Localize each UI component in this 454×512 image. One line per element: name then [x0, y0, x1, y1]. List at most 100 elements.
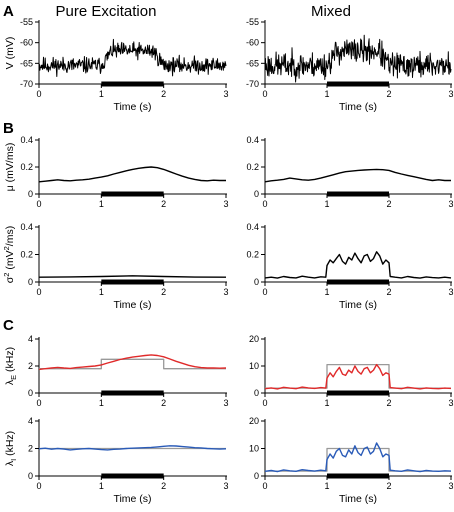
y-tick-label-4: 4 — [28, 334, 33, 344]
x-tick-label-0: 0 — [262, 89, 267, 99]
y-tick-label-0.2: 0.2 — [20, 250, 33, 260]
x-tick-label-0: 0 — [36, 398, 41, 408]
panel-letter-c: C — [3, 317, 14, 334]
x-tick-label-2: 2 — [161, 287, 166, 297]
y-tick-label-0.4: 0.4 — [246, 135, 259, 145]
x-tick-label-3: 3 — [223, 481, 228, 491]
x-tick-label-3: 3 — [223, 199, 228, 209]
x-tick-label-1: 1 — [99, 481, 104, 491]
y-tick-label-10: 10 — [249, 361, 259, 371]
x-axis-title: Time (s) — [339, 299, 377, 311]
panel-letter-a: A — [3, 3, 14, 20]
y-axis-title: σ2 (mV2/ms) — [2, 226, 16, 283]
x-tick-label-2: 2 — [161, 199, 166, 209]
y-axis-title: λE (kHz) — [4, 347, 18, 385]
y-tick-label-0: 0 — [28, 471, 33, 481]
y-tick-label-0: 0 — [254, 471, 259, 481]
stimulus-bar — [101, 191, 164, 197]
x-tick-label-0: 0 — [262, 481, 267, 491]
series-line-1 — [38, 445, 227, 451]
x-tick-label-3: 3 — [448, 398, 453, 408]
y-tick-label-4: 4 — [28, 416, 33, 426]
plot-C2-right: 0 1 2 3 0 10 20 Time (s) — [249, 416, 454, 505]
x-tick-label-1: 1 — [99, 89, 104, 99]
x-tick-label-2: 2 — [161, 89, 166, 99]
stimulus-bar — [327, 279, 389, 285]
plot-A-left: 0 1 2 3 -55 -60 -65 -70 Time (s) V (mV) — [4, 17, 229, 113]
series-line-0 — [264, 168, 451, 183]
x-axis-title: Time (s) — [339, 493, 377, 505]
stimulus-bar — [101, 81, 164, 87]
stimulus-bar — [101, 279, 164, 285]
y-tick-label-0.2: 0.2 — [246, 162, 259, 172]
y-tick-label--55: -55 — [246, 17, 259, 27]
y-tick-label-2: 2 — [28, 361, 33, 371]
y-tick-label-20: 20 — [249, 416, 259, 426]
stimulus-bar — [101, 390, 164, 396]
x-axis-title: Time (s) — [113, 299, 151, 311]
x-tick-label-2: 2 — [386, 287, 391, 297]
y-tick-label--55: -55 — [20, 17, 33, 27]
y-tick-label-0: 0 — [28, 277, 33, 287]
y-axis-title: λI (kHz) — [4, 431, 18, 466]
x-tick-label-0: 0 — [36, 287, 41, 297]
x-axis-title: Time (s) — [339, 101, 377, 113]
y-tick-label-0.4: 0.4 — [246, 222, 259, 232]
y-tick-label-20: 20 — [249, 334, 259, 344]
x-tick-label-3: 3 — [223, 398, 228, 408]
column-title-mixed: Mixed — [311, 3, 351, 20]
y-tick-label-10: 10 — [249, 444, 259, 454]
x-tick-label-1: 1 — [324, 287, 329, 297]
x-tick-label-3: 3 — [448, 481, 453, 491]
series-line-0 — [264, 34, 452, 83]
y-tick-label-0: 0 — [254, 388, 259, 398]
y-tick-label--70: -70 — [246, 79, 259, 89]
x-tick-label-0: 0 — [36, 199, 41, 209]
x-tick-label-2: 2 — [386, 199, 391, 209]
plots-group: 0 1 2 3 -55 -60 -65 -70 Time (s) V (mV) 0 1 2 3 -55 -60… — [2, 17, 454, 505]
plot-A-right: 0 1 2 3 -55 -60 -65 -70 Time (s) — [246, 17, 454, 113]
x-tick-label-0: 0 — [262, 287, 267, 297]
plot-B1-left: 0 1 2 3 0 0.2 0.4 μ (mV/ms) — [4, 135, 229, 209]
series-line-0 — [39, 358, 226, 370]
x-axis-title: Time (s) — [113, 493, 151, 505]
y-axis-title: V (mV) — [4, 37, 16, 70]
y-tick-label-0: 0 — [254, 189, 259, 199]
y-tick-label-0.4: 0.4 — [20, 135, 33, 145]
x-tick-label-1: 1 — [99, 287, 104, 297]
series-line-0 — [38, 166, 226, 183]
series-line-0 — [38, 38, 227, 77]
plot-B1-right: 0 1 2 3 0 0.2 0.4 — [246, 135, 453, 209]
y-tick-label--70: -70 — [20, 79, 33, 89]
x-tick-label-0: 0 — [36, 481, 41, 491]
series-line-1 — [38, 354, 227, 371]
x-tick-label-2: 2 — [386, 481, 391, 491]
y-tick-label-0.2: 0.2 — [246, 250, 259, 260]
panel-letter-b: B — [3, 120, 14, 137]
y-tick-label-0.2: 0.2 — [20, 162, 33, 172]
y-axis-title: μ (mV/ms) — [4, 143, 16, 192]
x-tick-label-3: 3 — [448, 89, 453, 99]
y-tick-label-0.4: 0.4 — [20, 222, 33, 232]
plot-B2-left: 0 1 2 3 0 0.2 0.4 Time (s) σ2 (mV2/ms) — [2, 222, 229, 311]
x-tick-label-0: 0 — [36, 89, 41, 99]
y-tick-label-0: 0 — [254, 277, 259, 287]
x-tick-label-2: 2 — [386, 89, 391, 99]
x-tick-label-0: 0 — [262, 398, 267, 408]
stimulus-bar — [327, 473, 389, 479]
plot-C1-left: 0 1 2 3 0 2 4 λE (kHz) — [4, 334, 229, 408]
x-tick-label-3: 3 — [448, 199, 453, 209]
x-tick-label-2: 2 — [161, 481, 166, 491]
x-tick-label-1: 1 — [324, 481, 329, 491]
x-tick-label-1: 1 — [99, 199, 104, 209]
x-tick-label-1: 1 — [324, 89, 329, 99]
x-tick-label-3: 3 — [448, 287, 453, 297]
series-line-0 — [38, 275, 227, 278]
stimulus-bar — [327, 81, 389, 87]
x-tick-label-1: 1 — [324, 199, 329, 209]
y-tick-label--60: -60 — [246, 38, 259, 48]
plot-C1-right: 0 1 2 3 0 10 20 — [249, 334, 454, 408]
stimulus-bar — [327, 390, 389, 396]
y-tick-label-0: 0 — [28, 388, 33, 398]
